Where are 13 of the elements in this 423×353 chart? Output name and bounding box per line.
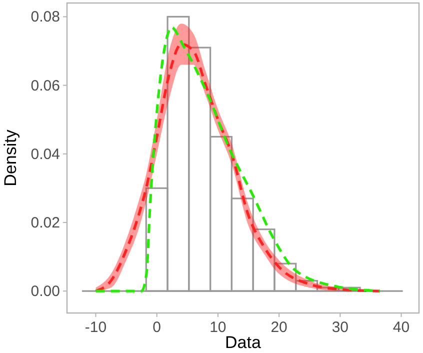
y-tick-label: 0.08 (30, 8, 60, 26)
x-tick-label: 20 (270, 319, 288, 336)
x-tick-label: 30 (332, 319, 349, 336)
x-tick-label: 10 (210, 319, 226, 336)
y-tick-label: 0.06 (30, 77, 60, 94)
x-axis-title: Data (225, 333, 262, 352)
y-axis-title: Density (1, 129, 20, 186)
x-tick-label: 40 (392, 319, 410, 336)
y-tick-label: 0.04 (30, 146, 60, 163)
y-tick-label: 0.00 (30, 283, 60, 300)
x-tick-label: -10 (84, 319, 107, 336)
y-tick-label: 0.02 (30, 214, 60, 232)
x-tick-label: 0 (152, 319, 162, 336)
